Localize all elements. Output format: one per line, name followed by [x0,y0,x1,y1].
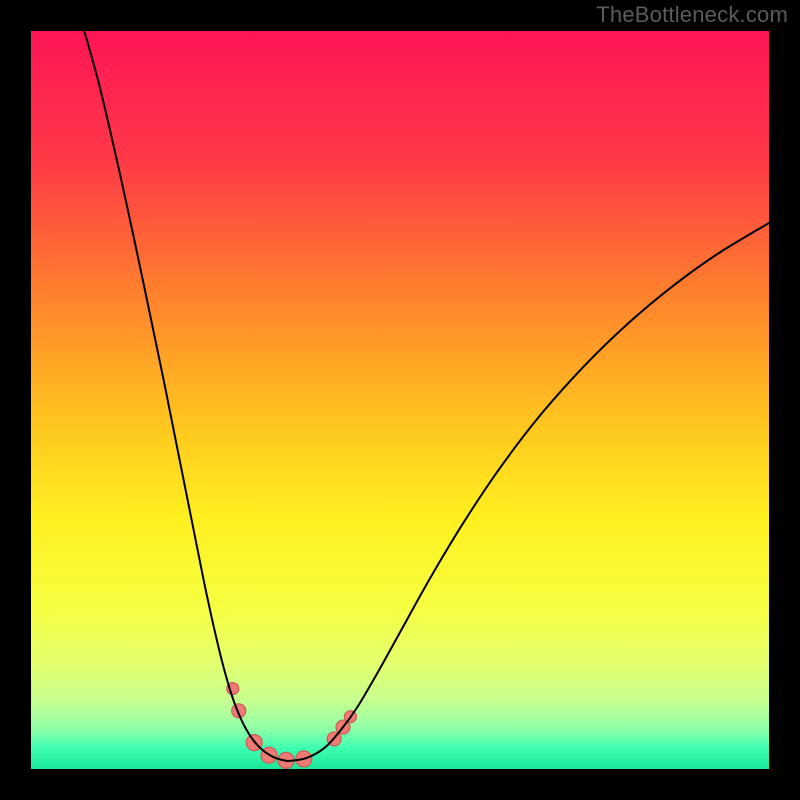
watermark-text: TheBottleneck.com [596,2,788,28]
chart-root: TheBottleneck.com [0,0,800,800]
plot-background [30,30,770,770]
chart-svg [0,0,800,800]
